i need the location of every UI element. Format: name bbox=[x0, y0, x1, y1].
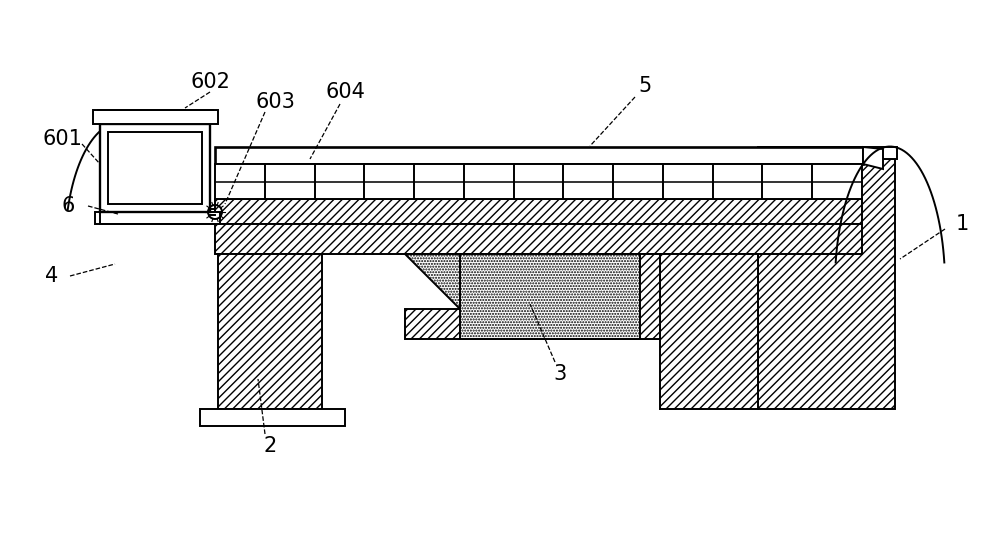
Bar bbox=[215, 147, 863, 164]
Bar bbox=[218, 254, 322, 409]
Bar bbox=[405, 309, 660, 339]
Bar bbox=[95, 212, 220, 224]
Bar bbox=[93, 110, 218, 124]
Bar bbox=[200, 409, 345, 426]
Bar bbox=[100, 124, 210, 212]
Text: 5: 5 bbox=[638, 76, 652, 96]
Bar bbox=[758, 147, 897, 159]
Text: 4: 4 bbox=[45, 266, 59, 286]
Bar bbox=[460, 254, 640, 339]
Text: 2: 2 bbox=[263, 436, 277, 456]
Text: 3: 3 bbox=[553, 364, 567, 384]
Polygon shape bbox=[405, 254, 460, 309]
Bar bbox=[215, 199, 862, 224]
Polygon shape bbox=[863, 147, 883, 169]
Bar bbox=[660, 254, 758, 409]
Bar bbox=[108, 132, 202, 204]
Text: 604: 604 bbox=[325, 82, 365, 102]
Bar bbox=[640, 254, 660, 339]
Bar bbox=[215, 224, 862, 254]
Bar bbox=[215, 164, 862, 199]
Text: 6: 6 bbox=[61, 196, 75, 216]
Text: 602: 602 bbox=[190, 72, 230, 92]
Text: 603: 603 bbox=[255, 92, 295, 112]
Bar bbox=[758, 159, 895, 409]
Text: 1: 1 bbox=[955, 214, 969, 234]
Text: 601: 601 bbox=[42, 129, 82, 149]
